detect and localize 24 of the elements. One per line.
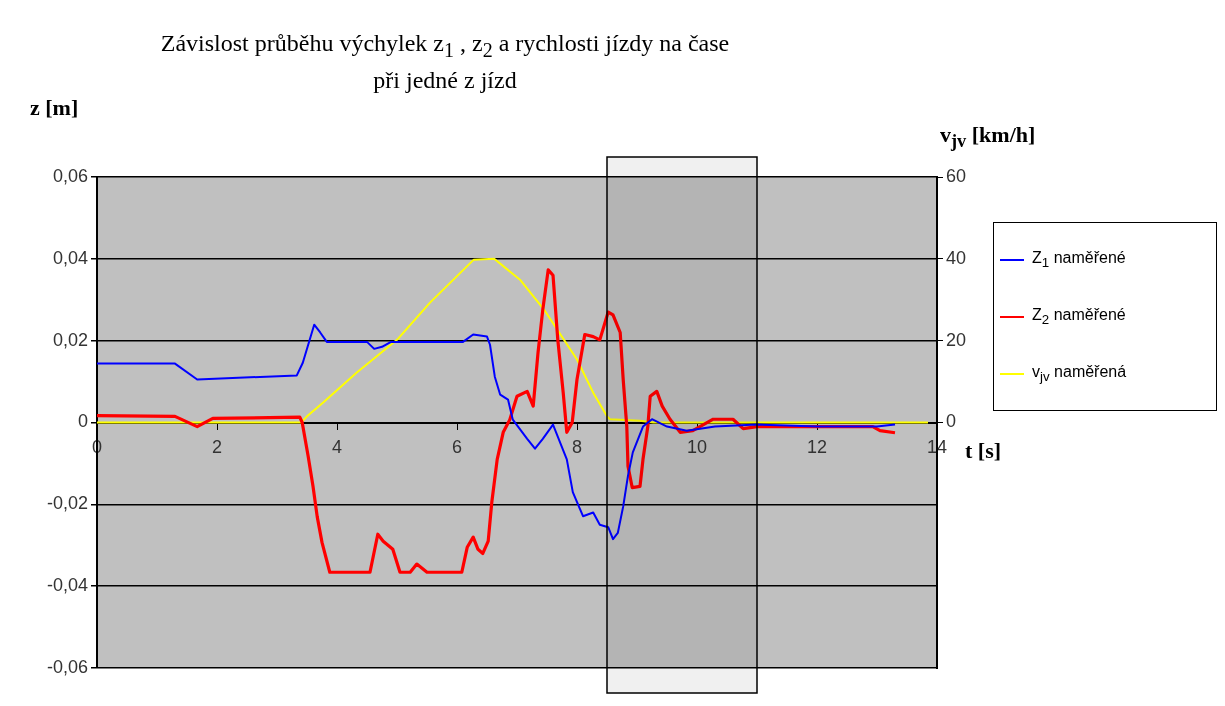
- y-tick-label: 0: [77, 411, 88, 432]
- legend-label: Z$_{2}$ naměřené: [1032, 305, 1126, 328]
- x-axis-title: t [s]: [965, 438, 1002, 464]
- y-tick-label: -0,02: [46, 493, 88, 514]
- x-tick-label: 6: [451, 437, 463, 458]
- legend-label: Z$_{1}$ naměřené: [1032, 248, 1126, 271]
- y-tick-label: 0,04: [52, 247, 88, 268]
- y-tick-label: 0,06: [52, 165, 88, 186]
- legend-label: v$_{jv}$ naměřená: [1032, 362, 1127, 385]
- y2-tick-label: 20: [946, 329, 967, 350]
- x-tick-label: 10: [686, 437, 708, 458]
- y2-tick-label: 40: [946, 247, 967, 268]
- chart-title: Závislost průběhu výchylek z$_{1}$ , z$_{2}$ a rychlosti jízdy na čase při jedné z jízd: [159, 29, 731, 95]
- x-tick-label: 2: [211, 437, 223, 458]
- y-tick-label: -0,04: [46, 575, 88, 596]
- y2-tick-label: 60: [946, 165, 967, 186]
- x-tick-label: 12: [806, 437, 828, 458]
- x-tick-label: 4: [331, 437, 343, 458]
- y-axis-title: z [m]: [30, 95, 79, 121]
- y2-tick-label: 0: [946, 411, 957, 432]
- y-tick-label: 0,02: [52, 329, 88, 350]
- y-tick-label: -0,06: [46, 656, 88, 677]
- y2-axis-title: v$_{jv}$ [km/h]: [940, 122, 1036, 153]
- x-tick-label: 8: [571, 437, 583, 458]
